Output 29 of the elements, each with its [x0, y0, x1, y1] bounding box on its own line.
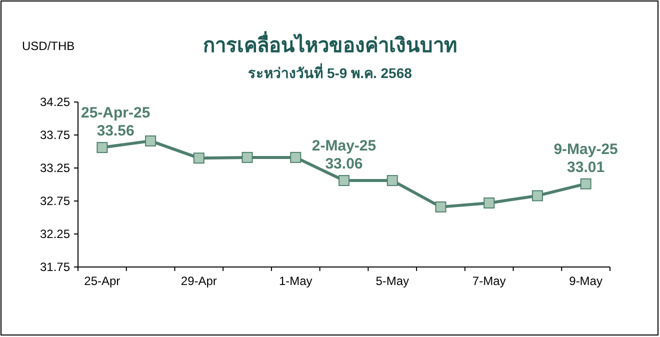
- point: [484, 197, 495, 208]
- x-tick-label: 9-May: [569, 274, 602, 288]
- x-tick-label: 7-May: [472, 274, 506, 288]
- chart-title: การเคลื่อนไหวของค่าเงินบาท: [203, 30, 457, 57]
- point: [145, 135, 156, 146]
- x-tick-label: 29-Apr: [180, 274, 217, 288]
- point: [386, 175, 398, 186]
- point: [532, 190, 543, 202]
- point: [290, 152, 302, 163]
- chart-subtitle: ระหว่างวันที่ 5-9 พ.ค. 2568: [248, 63, 412, 81]
- y-tick-label: 34.25: [40, 95, 70, 109]
- point: [580, 178, 592, 190]
- y-axis-title: USD/THB: [22, 39, 75, 53]
- x-tick-label: 25-Apr: [84, 274, 120, 288]
- point: [435, 201, 446, 212]
- y-tick-label: 31.75: [40, 260, 70, 274]
- point: [96, 142, 108, 154]
- x-tick-label: 1-May: [278, 274, 312, 288]
- point: [338, 175, 350, 186]
- y-tick-label: 33.75: [40, 128, 70, 142]
- point: [242, 152, 253, 163]
- y-tick-label: 33.25: [40, 161, 70, 175]
- x-tick-label: 5-May: [376, 274, 410, 288]
- data-label: 9-May-25 33.01: [554, 140, 618, 176]
- data-label: 25-Apr-25 33.56: [81, 104, 150, 140]
- y-tick-label: 32.25: [40, 227, 70, 241]
- y-tick-label: 32.75: [40, 194, 70, 208]
- point: [193, 152, 204, 164]
- data-label: 2-May-25 33.06: [312, 138, 376, 173]
